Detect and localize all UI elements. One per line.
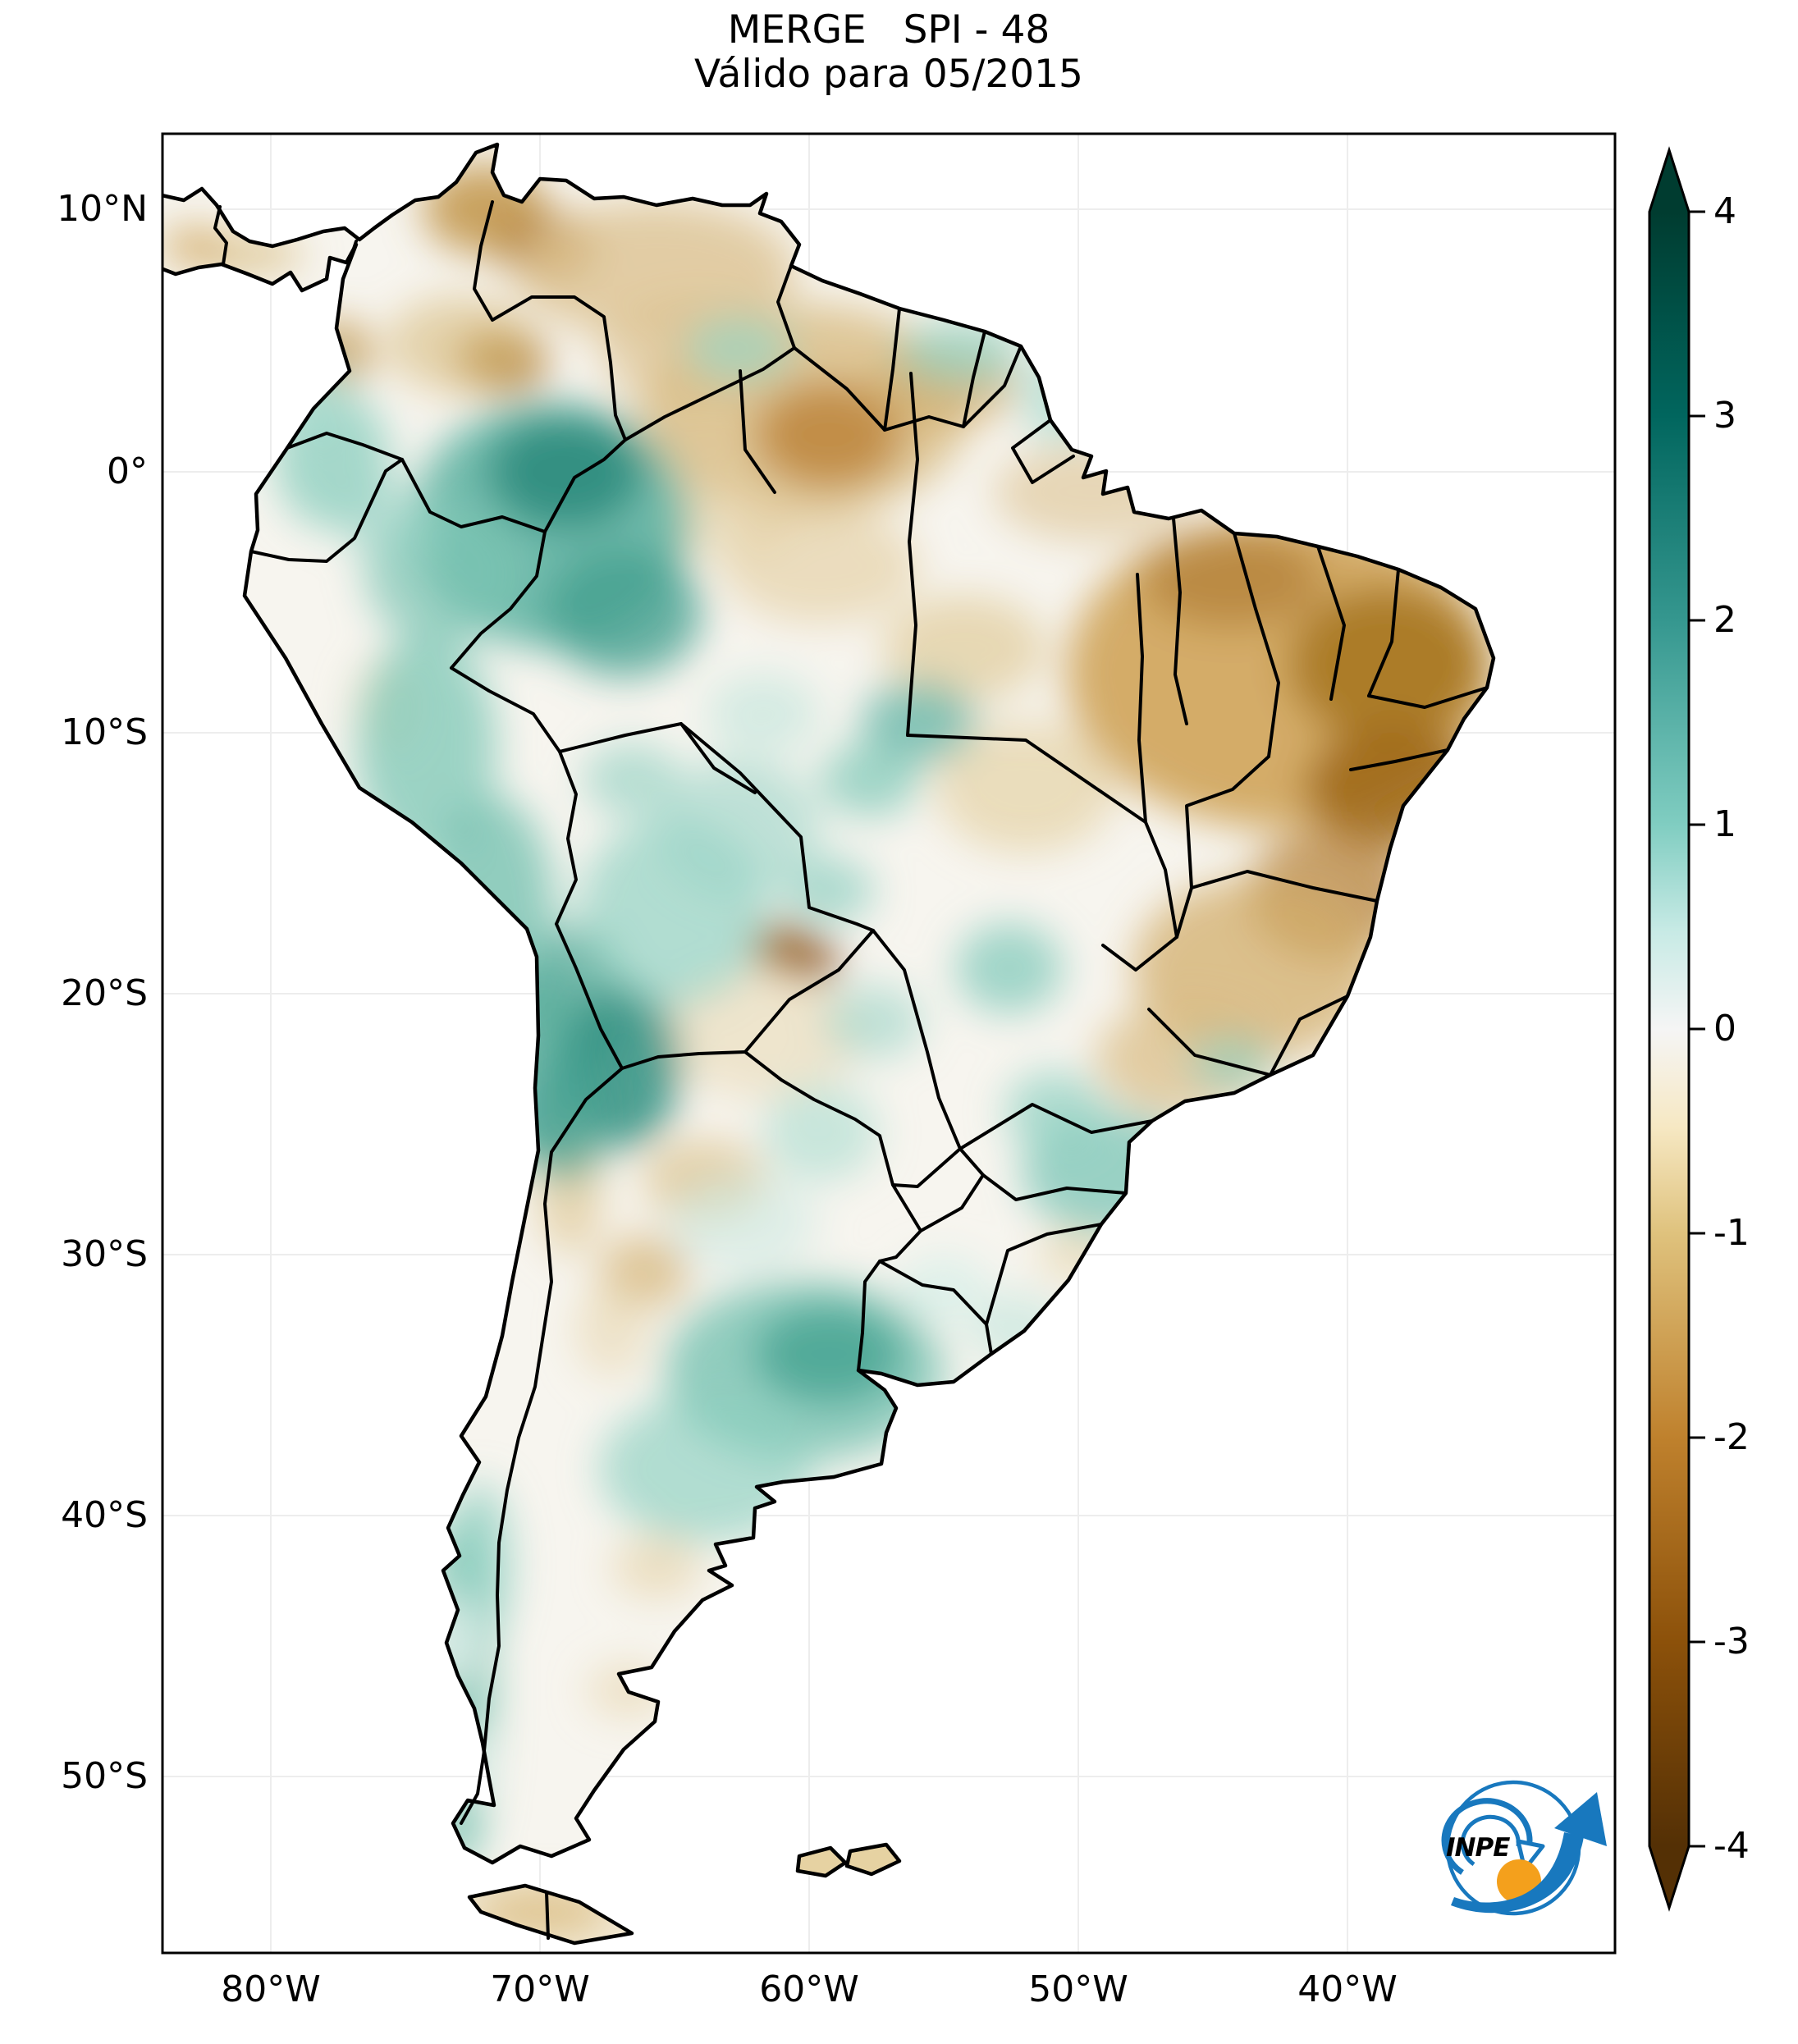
colorbar-tick-label: 0 (1713, 1008, 1736, 1049)
coastline (162, 142, 1496, 1946)
y-tick-label: 10°S (61, 711, 148, 753)
colorbar-tick-label: 1 (1713, 803, 1736, 845)
colorbar-tick-label: 3 (1713, 395, 1736, 437)
country-borders (213, 200, 1023, 1940)
y-tick-label: 10°N (57, 188, 148, 230)
y-tick-label: 40°S (61, 1494, 148, 1536)
colorbar-tick-label: -1 (1713, 1212, 1750, 1254)
colorbar-tick-label: 4 (1713, 190, 1736, 232)
colorbar (1648, 146, 1705, 1912)
x-tick-label: 50°W (1028, 1969, 1128, 2010)
state-borders (679, 369, 1489, 1326)
map-frame (161, 132, 1617, 1955)
x-tick-label: 60°W (759, 1969, 859, 2010)
colorbar-tick-label: -2 (1713, 1416, 1750, 1458)
y-tick-label: 0° (107, 450, 148, 492)
y-tick-label: 30°S (61, 1233, 148, 1275)
colorbar-tick-label: -4 (1713, 1825, 1750, 1867)
plot-title: MERGE SPI - 48 (727, 7, 1050, 53)
colorbar-ticks (1689, 210, 1705, 1848)
colorbar-tick-label: -3 (1713, 1621, 1750, 1662)
y-tick-label: 50°S (61, 1755, 148, 1797)
y-tick-label: 20°S (61, 972, 148, 1014)
x-tick-label: 70°W (490, 1969, 590, 2010)
inpe-logo (1441, 1780, 1607, 1916)
x-tick-label: 40°W (1297, 1969, 1398, 2010)
x-tick-label: 80°W (221, 1969, 321, 2010)
plot-subtitle: Válido para 05/2015 (694, 52, 1083, 97)
inpe-logo-wordmark: INPE (1446, 1833, 1510, 1863)
colorbar-tick-label: 2 (1713, 599, 1736, 641)
